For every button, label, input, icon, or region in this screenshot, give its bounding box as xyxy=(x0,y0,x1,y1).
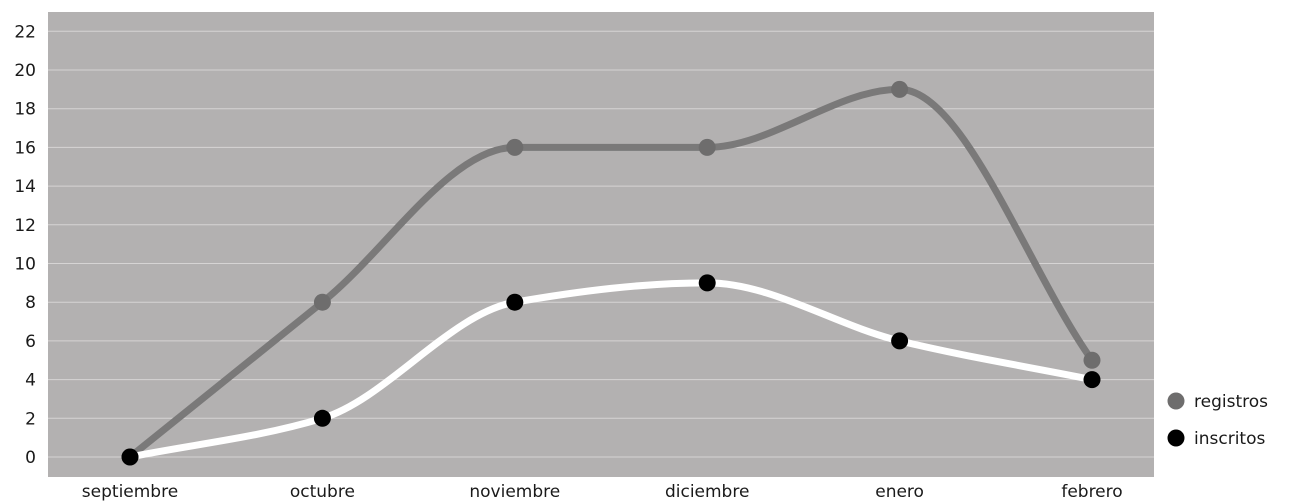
y-tick-label: 22 xyxy=(14,22,36,42)
legend-marker-inscritos xyxy=(1167,429,1185,447)
y-axis-ticks: 0 2 4 6 8 10 12 14 16 18 20 22 xyxy=(14,22,36,468)
series-lines xyxy=(126,85,1096,461)
data-point-registros xyxy=(698,138,716,156)
x-tick-label: diciembre xyxy=(665,482,749,502)
y-tick-label: 20 xyxy=(14,61,36,81)
legend-label-inscritos: inscritos xyxy=(1194,429,1265,449)
y-tick-label: 16 xyxy=(14,138,36,158)
legend: registros inscritos xyxy=(1158,381,1284,459)
x-tick-label: enero xyxy=(875,482,924,502)
y-tick-label: 0 xyxy=(25,448,36,468)
x-tick-label: septiembre xyxy=(82,482,178,502)
plot-background xyxy=(48,12,1154,477)
y-tick-label: 8 xyxy=(25,293,36,313)
data-point-inscritos xyxy=(891,332,909,350)
data-point-inscritos xyxy=(1083,371,1101,389)
data-point-inscritos xyxy=(313,409,331,427)
legend-label-registros: registros xyxy=(1194,392,1268,412)
data-point-registros xyxy=(1083,351,1101,369)
data-point-registros xyxy=(313,293,331,311)
x-tick-label: febrero xyxy=(1061,482,1122,502)
y-tick-label: 10 xyxy=(14,255,36,275)
series-line-registros xyxy=(126,85,1096,461)
x-axis-ticks: septiembre octubre noviembre diciembre enero… xyxy=(82,482,1123,502)
data-point-registros xyxy=(891,80,909,98)
data-point-inscritos xyxy=(121,448,139,466)
data-point-inscritos xyxy=(506,293,524,311)
y-tick-label: 18 xyxy=(14,100,36,120)
x-tick-label: octubre xyxy=(290,482,355,502)
y-tick-label: 14 xyxy=(14,177,36,197)
x-tick-label: noviembre xyxy=(469,482,560,502)
y-tick-label: 6 xyxy=(25,332,36,352)
series-line-inscritos xyxy=(126,279,1096,461)
y-tick-label: 2 xyxy=(25,409,36,429)
series-markers xyxy=(121,80,1101,466)
data-point-inscritos xyxy=(698,274,716,292)
y-tick-label: 12 xyxy=(14,216,36,236)
y-tick-label: 4 xyxy=(25,371,36,391)
data-point-registros xyxy=(506,138,524,156)
legend-marker-registros xyxy=(1167,392,1185,410)
